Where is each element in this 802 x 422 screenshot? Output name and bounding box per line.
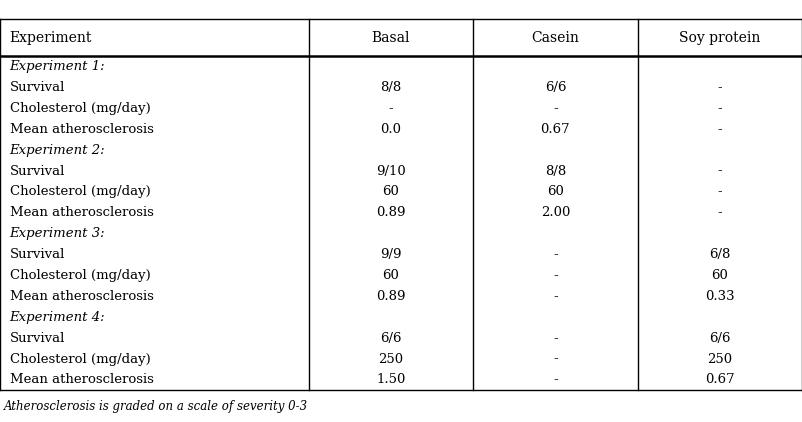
Text: -: - xyxy=(553,248,557,261)
Text: Atherosclerosis is graded on a scale of severity 0-3: Atherosclerosis is graded on a scale of … xyxy=(4,400,308,413)
Text: -: - xyxy=(553,102,557,115)
Text: -: - xyxy=(553,332,557,345)
Text: Cholesterol (mg/day): Cholesterol (mg/day) xyxy=(10,185,150,198)
Text: Survival: Survival xyxy=(10,165,65,178)
Text: Mean atherosclerosis: Mean atherosclerosis xyxy=(10,206,153,219)
Text: Experiment 4:: Experiment 4: xyxy=(10,311,105,324)
Text: 6/8: 6/8 xyxy=(709,248,731,261)
Text: 9/9: 9/9 xyxy=(380,248,402,261)
Text: 0.67: 0.67 xyxy=(705,373,735,387)
Text: 0.0: 0.0 xyxy=(380,123,402,136)
Text: 0.89: 0.89 xyxy=(376,290,406,303)
Text: 8/8: 8/8 xyxy=(380,81,402,94)
Text: -: - xyxy=(718,102,722,115)
Text: Basal: Basal xyxy=(371,30,411,45)
Text: -: - xyxy=(718,81,722,94)
Text: -: - xyxy=(553,373,557,387)
Text: 9/10: 9/10 xyxy=(376,165,406,178)
Text: 1.50: 1.50 xyxy=(376,373,406,387)
Text: Experiment: Experiment xyxy=(10,30,92,45)
Text: 60: 60 xyxy=(547,185,564,198)
Text: Soy protein: Soy protein xyxy=(679,30,760,45)
Text: 60: 60 xyxy=(383,269,399,282)
Text: Survival: Survival xyxy=(10,332,65,345)
Text: -: - xyxy=(718,123,722,136)
Text: Mean atherosclerosis: Mean atherosclerosis xyxy=(10,290,153,303)
Text: 8/8: 8/8 xyxy=(545,165,566,178)
Text: 0.67: 0.67 xyxy=(541,123,570,136)
Text: Mean atherosclerosis: Mean atherosclerosis xyxy=(10,123,153,136)
Text: Cholesterol (mg/day): Cholesterol (mg/day) xyxy=(10,352,150,365)
Text: -: - xyxy=(718,165,722,178)
Text: Experiment 2:: Experiment 2: xyxy=(10,143,105,157)
Text: Cholesterol (mg/day): Cholesterol (mg/day) xyxy=(10,102,150,115)
Text: -: - xyxy=(553,269,557,282)
Text: -: - xyxy=(553,352,557,365)
Text: -: - xyxy=(389,102,393,115)
Text: 250: 250 xyxy=(379,352,403,365)
Text: 60: 60 xyxy=(711,269,728,282)
Text: -: - xyxy=(718,206,722,219)
Text: 0.89: 0.89 xyxy=(376,206,406,219)
Text: 250: 250 xyxy=(707,352,732,365)
Text: 6/6: 6/6 xyxy=(709,332,731,345)
Text: 2.00: 2.00 xyxy=(541,206,570,219)
Text: 60: 60 xyxy=(383,185,399,198)
Text: Experiment 1:: Experiment 1: xyxy=(10,60,105,73)
Text: 6/6: 6/6 xyxy=(545,81,566,94)
Text: Cholesterol (mg/day): Cholesterol (mg/day) xyxy=(10,269,150,282)
Text: 6/6: 6/6 xyxy=(380,332,402,345)
Text: Experiment 3:: Experiment 3: xyxy=(10,227,105,240)
Text: 0.33: 0.33 xyxy=(705,290,735,303)
Text: Survival: Survival xyxy=(10,81,65,94)
Text: -: - xyxy=(553,290,557,303)
Text: Casein: Casein xyxy=(532,30,579,45)
Text: Survival: Survival xyxy=(10,248,65,261)
Text: Mean atherosclerosis: Mean atherosclerosis xyxy=(10,373,153,387)
Text: -: - xyxy=(718,185,722,198)
